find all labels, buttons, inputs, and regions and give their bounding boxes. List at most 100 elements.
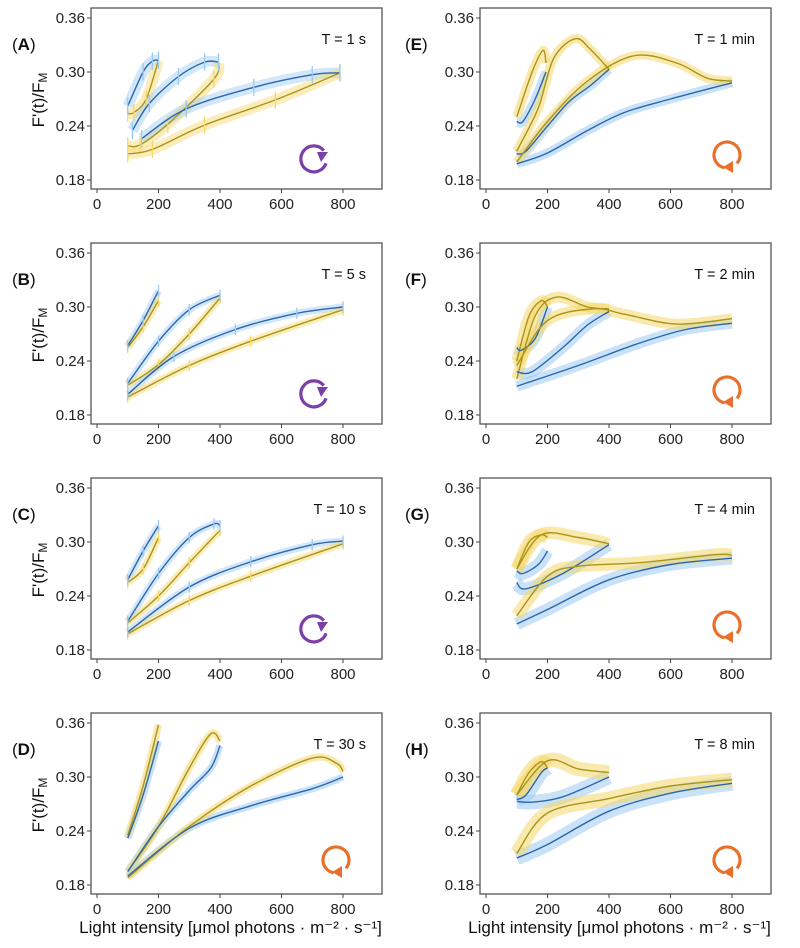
panel-label: (F) xyxy=(405,270,427,289)
panel-b: 0 200 400 600 800 0.36 0.30 0.24 0.18 (B) T = 5 s F… xyxy=(12,242,383,448)
y-tick-label: 0.18 xyxy=(445,642,474,659)
panel-e: 0 200 400 600 800 0.36 0.30 0.24 0.18 (E) T = 1 mi… xyxy=(405,7,772,213)
y-axis-label: F'(t)/FM xyxy=(29,543,50,598)
yellow-series-line-loop-2 xyxy=(127,732,221,872)
y-tick-label: 0.30 xyxy=(445,64,474,81)
panel-title: T = 10 s xyxy=(313,502,366,518)
blue-series-line-loop-2 xyxy=(516,68,610,155)
y-tick-label: 0.36 xyxy=(56,245,85,262)
clockwise-cycle-icon xyxy=(712,140,742,173)
blue-series-line-loop-1 xyxy=(127,740,160,839)
blue-series-line-loop-3 xyxy=(127,776,344,877)
panel-title: T = 2 min xyxy=(694,267,755,283)
y-tick-label: 0.30 xyxy=(56,769,85,786)
x-tick-label: 800 xyxy=(330,196,355,213)
panel-title: T = 5 s xyxy=(322,267,366,283)
y-tick-label: 0.30 xyxy=(445,299,474,316)
x-tick-label: 0 xyxy=(93,901,101,918)
x-tick-label: 800 xyxy=(719,901,744,918)
blue-series-line-loop-1 xyxy=(127,59,159,107)
x-tick-label: 400 xyxy=(207,196,232,213)
x-tick-label: 400 xyxy=(207,666,232,683)
panel-a: 0 200 400 600 800 0.36 0.30 0.24 0.18 (A) T = 1 s F… xyxy=(12,7,383,213)
yellow-series-line-loop-1 xyxy=(516,533,548,570)
x-tick-label: 200 xyxy=(535,901,560,918)
x-tick-label: 0 xyxy=(93,196,101,213)
panel-title: T = 1 s xyxy=(322,32,366,48)
clockwise-cycle-icon xyxy=(712,375,742,408)
y-tick-label: 0.36 xyxy=(56,480,85,497)
y-tick-label: 0.36 xyxy=(56,10,85,27)
clockwise-cycle-icon xyxy=(712,845,742,878)
panel-h: 0 200 400 600 800 0.36 0.30 0.24 0.18 (H) T = 8 mi… xyxy=(405,712,772,918)
panel-label: (H) xyxy=(405,740,429,759)
y-tick-label: 0.24 xyxy=(56,353,85,370)
x-tick-label: 0 xyxy=(482,901,490,918)
yellow-series-line-loop-3 xyxy=(127,543,344,635)
blue-series-line-loop-3 xyxy=(516,782,733,859)
x-axis-label: Light intensity [μmol photons · m⁻² · s⁻… xyxy=(468,918,771,937)
y-tick-label: 0.30 xyxy=(445,534,474,551)
x-tick-label: 400 xyxy=(596,431,621,448)
y-axis-label: F'(t)/FM xyxy=(29,778,50,833)
x-tick-label: 800 xyxy=(330,431,355,448)
panel-title: T = 1 min xyxy=(694,32,755,48)
x-tick-label: 800 xyxy=(719,666,744,683)
x-tick-label: 400 xyxy=(596,901,621,918)
panel-label: (C) xyxy=(12,505,36,524)
y-tick-label: 0.24 xyxy=(445,118,474,135)
y-tick-label: 0.36 xyxy=(56,715,85,732)
blue-series-line-loop-2 xyxy=(516,544,610,590)
panel-label: (G) xyxy=(405,505,430,524)
y-tick-label: 0.18 xyxy=(445,877,474,894)
panel-label: (B) xyxy=(12,270,36,289)
y-tick-label: 0.30 xyxy=(445,769,474,786)
yellow-series-line-loop-3 xyxy=(516,553,733,617)
counterclockwise-cycle-icon xyxy=(299,379,328,409)
x-tick-label: 600 xyxy=(658,431,683,448)
x-tick-label: 200 xyxy=(535,196,560,213)
yellow-series-line-loop-2 xyxy=(516,532,610,570)
counterclockwise-cycle-icon xyxy=(299,144,328,174)
y-tick-label: 0.24 xyxy=(56,118,85,135)
panel-title: T = 8 min xyxy=(694,737,755,753)
blue-series-line-loop-2 xyxy=(127,294,221,384)
y-tick-label: 0.18 xyxy=(56,642,85,659)
x-tick-label: 600 xyxy=(658,196,683,213)
yellow-series-line-loop-3 xyxy=(516,307,733,366)
x-tick-label: 600 xyxy=(269,431,294,448)
x-tick-label: 200 xyxy=(535,666,560,683)
y-tick-label: 0.36 xyxy=(445,480,474,497)
blue-series-line-loop-2 xyxy=(127,745,221,872)
x-tick-label: 400 xyxy=(596,666,621,683)
y-tick-label: 0.24 xyxy=(56,588,85,605)
x-tick-label: 400 xyxy=(596,196,621,213)
blue-series-line-loop-1 xyxy=(516,71,547,124)
y-tick-label: 0.36 xyxy=(445,245,474,262)
x-tick-label: 600 xyxy=(658,666,683,683)
yellow-series-line-loop-2 xyxy=(127,529,221,624)
y-tick-label: 0.24 xyxy=(445,353,474,370)
x-tick-label: 0 xyxy=(482,666,490,683)
panel-g: 0 200 400 600 800 0.36 0.30 0.24 0.18 (G) T = 4 mi… xyxy=(405,477,772,683)
counterclockwise-cycle-icon xyxy=(299,614,328,644)
blue-series-line-loop-2 xyxy=(516,310,610,375)
panel-title: T = 30 s xyxy=(313,737,366,753)
y-axis-label: F'(t)/FM xyxy=(29,308,50,363)
blue-series-line-loop-3 xyxy=(516,557,733,625)
x-tick-label: 200 xyxy=(535,431,560,448)
x-tick-label: 600 xyxy=(269,901,294,918)
panel-title: T = 4 min xyxy=(694,502,755,518)
y-tick-label: 0.18 xyxy=(56,407,85,424)
x-tick-label: 800 xyxy=(719,431,744,448)
y-tick-label: 0.30 xyxy=(56,534,85,551)
x-tick-label: 400 xyxy=(207,901,232,918)
panel-label: (E) xyxy=(405,35,428,54)
x-tick-label: 200 xyxy=(146,196,171,213)
y-tick-label: 0.36 xyxy=(445,10,474,27)
y-tick-label: 0.24 xyxy=(56,823,85,840)
blue-series-line-loop-1 xyxy=(516,550,549,575)
y-tick-label: 0.36 xyxy=(445,715,474,732)
yellow-series-line-loop-2 xyxy=(127,297,221,386)
yellow-series-line-loop-2 xyxy=(516,759,610,796)
